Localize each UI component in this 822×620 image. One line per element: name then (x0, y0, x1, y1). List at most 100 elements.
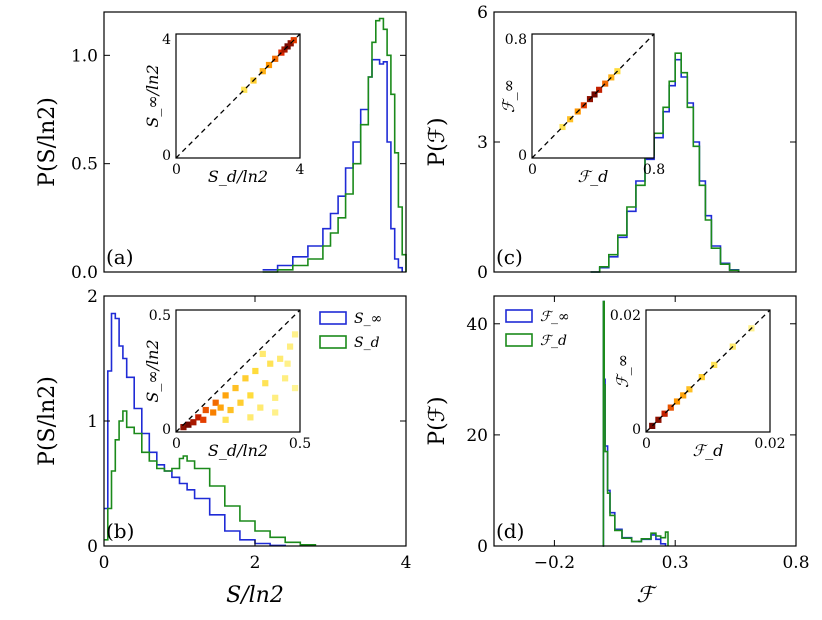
series-b-0 (104, 312, 286, 547)
legend-label-b-0: S_∞ (354, 311, 382, 327)
inset-cell-b-24 (291, 331, 299, 338)
inset-cell-b-12 (237, 399, 244, 406)
inset-frame-b (175, 309, 301, 433)
inset-cell-b-1 (185, 421, 192, 428)
inset-ytick-a-1: 4 (162, 32, 171, 48)
inset-ytick-d-0: 0 (632, 422, 641, 438)
inset-xtick-c-0: 0 (528, 162, 537, 178)
inset-ytick-a-0: 0 (162, 148, 171, 164)
inset-cell-b-21 (282, 375, 289, 382)
inset-cell-b-6 (210, 409, 217, 416)
xtick-label-b-1: 2 (250, 553, 261, 573)
ylabel-c: P(ℱ) (425, 117, 450, 166)
inset-cell-b-3 (195, 414, 202, 421)
inset-cell-d-2 (661, 410, 668, 417)
inset-cell-b-19 (272, 394, 279, 401)
inset-cell-b-10 (227, 406, 234, 414)
axes-frame-d (493, 295, 797, 547)
inset-cell-d-7 (698, 374, 705, 381)
inset-xtick-d-0: 0 (642, 436, 651, 452)
inset-frame-a (175, 33, 301, 159)
xlabel-d: ℱ (636, 583, 657, 608)
inset-cell-d-6 (686, 386, 693, 393)
ylabel-a: P(S/ln2) (35, 97, 60, 187)
panel-a: 0.0 0.5 1.0 P(S/ln2) (a) 0 4 0 4 S_d/ln2 S_∞/ln2 (35, 11, 407, 283)
inset-xtick-a-0: 0 (172, 162, 181, 178)
inset-d: 0 0.02 0 0.02 ℱ_d ℱ_∞ (610, 308, 786, 460)
ytick-label-d-1: 20 (466, 426, 488, 446)
panel-b: 0 1 2 0 2 4 P(S/ln2) S/ln2 (b) S_∞ S_d 0 0.5 0 0.5 S_d/… (35, 287, 411, 608)
ytick-label-a-2: 1.0 (71, 46, 98, 66)
inset-xtick-c-1: 0.8 (643, 162, 665, 178)
xtick-label-b-2: 4 (401, 553, 412, 573)
legend-label-d-1: ℱ_d (540, 333, 567, 349)
ytick-label-d-2: 40 (466, 315, 488, 335)
inset-ytick-d-1: 0.02 (610, 308, 641, 324)
ytick-label-b-0: 0 (87, 537, 98, 557)
inset-cell-b-0 (180, 424, 187, 431)
inset-cell-a-0 (241, 86, 248, 93)
inset-cell-a-4 (272, 55, 279, 62)
panel-label-a: (a) (106, 245, 134, 269)
inset-cell-b-7 (212, 399, 219, 406)
panel-label-c: (c) (496, 245, 523, 269)
legend-label-d-0: ℱ_∞ (540, 309, 570, 325)
inset-cell-b-2 (190, 419, 197, 426)
xtick-label-b-0: 0 (99, 553, 110, 573)
inset-cell-d-1 (655, 416, 662, 423)
legend-swatch-d-0 (505, 309, 533, 323)
inset-a: 0 4 0 4 S_d/ln2 S_∞/ln2 (143, 32, 305, 186)
inset-cell-b-26 (247, 414, 254, 421)
series-a-1 (262, 17, 407, 273)
ytick-label-c-2: 6 (477, 3, 488, 23)
inset-ytick-c-0: 0 (518, 148, 527, 164)
ytick-label-d-0: 0 (477, 537, 488, 557)
inset-diagonal-a (175, 33, 301, 159)
inset-cell-d-4 (673, 398, 681, 405)
inset-cell-d-8 (711, 361, 718, 368)
inset-xtick-b-0: 0 (172, 436, 181, 452)
inset-cell-b-8 (217, 404, 224, 411)
panel-d: 0 20 40 −0.2 0.3 0.8 P(ℱ) ℱ (d) ℱ_∞ ℱ_d 0 0.02 0 0.02 ℱ… (425, 295, 810, 608)
inset-cell-b-15 (252, 367, 259, 375)
inset-cell-b-20 (277, 355, 284, 362)
inset-xlabel-c: ℱ_d (578, 167, 609, 186)
legend-label-b-1: S_d (354, 335, 380, 351)
inset-cell-c-0 (559, 123, 566, 131)
inset-xtick-b-1: 0.5 (289, 436, 311, 452)
inset-c: 0 0.8 0 0.8 ℱ_d ℱ_∞ (499, 32, 665, 186)
inset-xtick-d-1: 0.02 (754, 436, 785, 452)
ytick-label-c-1: 3 (477, 133, 488, 153)
inset-ytick-c-1: 0.8 (505, 32, 527, 48)
inset-cell-b-25 (222, 416, 229, 423)
legend-swatch-b-0 (319, 311, 347, 325)
panel-label-d: (d) (496, 519, 524, 543)
inset-frame-c (531, 33, 655, 159)
xtick-label-d-1: 0.3 (662, 553, 689, 573)
inset-cell-b-29 (259, 350, 266, 358)
inset-xlabel-d: ℱ_d (693, 441, 724, 460)
inset-cell-c-7 (602, 80, 609, 87)
inset-diagonal-c (531, 33, 655, 159)
inset-cell-b-28 (284, 360, 291, 367)
series-b-1 (104, 410, 317, 546)
inset-ytick-b-1: 0.5 (149, 308, 171, 324)
inset-cell-c-8 (608, 74, 615, 81)
inset-b: 0 0.5 0 0.5 S_d/ln2 S_∞/ln2 (143, 308, 311, 460)
series-a-0 (262, 58, 403, 272)
inset-cell-b-5 (202, 406, 209, 414)
panel-c: 0 3 6 P(ℱ) (c) 0 0.8 0 0.8 ℱ_d ℱ_∞ (425, 3, 797, 283)
ylabel-d: P(ℱ) (425, 396, 450, 445)
inset-cell-b-22 (286, 343, 294, 350)
panel-label-b: (b) (106, 519, 134, 543)
inset-cell-b-18 (267, 360, 274, 367)
legend-swatch-b-1 (319, 335, 347, 349)
xtick-label-d-0: −0.2 (534, 553, 575, 573)
inset-cell-b-23 (291, 384, 299, 392)
inset-cell-b-11 (232, 384, 239, 392)
ytick-label-c-0: 0 (477, 263, 488, 283)
inset-ylabel-c: ℱ_∞ (499, 79, 518, 113)
ylabel-b: P(S/ln2) (35, 376, 60, 466)
inset-cell-c-6 (596, 86, 603, 93)
